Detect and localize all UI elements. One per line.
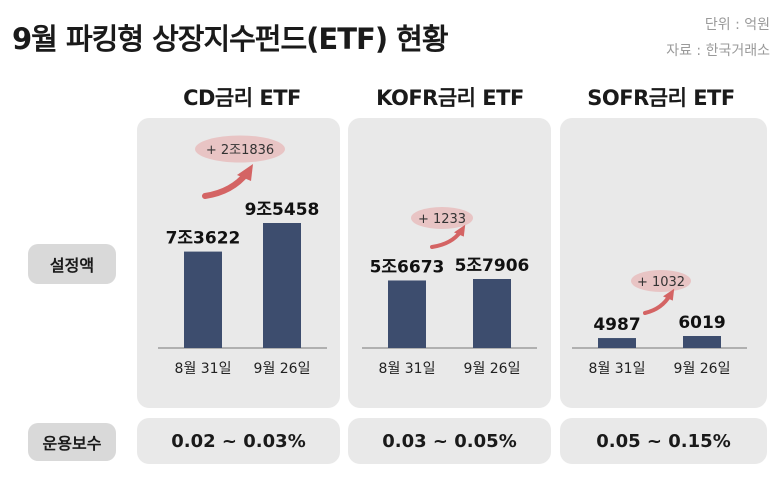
chart-panel-cd	[137, 118, 340, 408]
fee-sofr: 0.05 ~ 0.15%	[560, 418, 767, 464]
tick-label-sofr-1: 9월 26일	[674, 361, 731, 377]
bar-kofr-0	[388, 280, 426, 348]
bar-cd-1	[263, 223, 301, 348]
arrow-head-sofr	[663, 288, 675, 301]
page-title: 9월 파킹형 상장지수펀드(ETF) 현황	[12, 22, 449, 56]
value-label-kofr-1: 5조7906	[455, 256, 530, 276]
value-label-sofr-1: 6019	[678, 313, 725, 333]
chart-title-sofr: SOFR금리 ETF	[587, 86, 735, 110]
value-label-kofr-0: 5조6673	[370, 257, 445, 277]
arrow-head-kofr	[454, 224, 466, 237]
value-label-cd-1: 9조5458	[245, 200, 320, 220]
chart-panel-kofr	[348, 118, 551, 408]
value-label-sofr-0: 4987	[593, 315, 640, 335]
change-label-kofr: + 1233	[418, 212, 466, 227]
bar-cd-0	[184, 251, 222, 348]
row-label-amount: 설정액	[28, 244, 116, 284]
source-note: 자료 : 한국거래소	[666, 43, 770, 59]
chart-title-kofr: KOFR금리 ETF	[376, 86, 524, 110]
fee-kofr: 0.03 ~ 0.05%	[348, 418, 551, 464]
change-label-cd: + 2조1836	[206, 143, 274, 158]
chart-title-cd: CD금리 ETF	[183, 86, 301, 110]
row-label-fee: 운용보수	[28, 423, 116, 461]
change-label-sofr: + 1032	[637, 275, 685, 290]
change-pill-kofr	[411, 207, 473, 229]
tick-label-sofr-0: 8월 31일	[589, 361, 646, 377]
bar-kofr-1	[473, 279, 511, 348]
fee-cd: 0.02 ~ 0.03%	[137, 418, 340, 464]
chart-panel-sofr	[560, 118, 767, 408]
bar-sofr-0	[598, 338, 636, 348]
unit-note: 단위 : 억원	[704, 17, 770, 33]
bar-sofr-1	[683, 336, 721, 348]
change-pill-cd	[195, 135, 285, 163]
tick-label-kofr-1: 9월 26일	[464, 361, 521, 377]
value-label-cd-0: 7조3622	[166, 229, 241, 249]
tick-label-cd-1: 9월 26일	[254, 361, 311, 377]
change-pill-sofr	[631, 270, 691, 292]
arrow-head-cd	[237, 164, 253, 181]
tick-label-cd-0: 8월 31일	[175, 361, 232, 377]
tick-label-kofr-0: 8월 31일	[379, 361, 436, 377]
meta-info: 단위 : 억원 자료 : 한국거래소	[666, 12, 770, 64]
